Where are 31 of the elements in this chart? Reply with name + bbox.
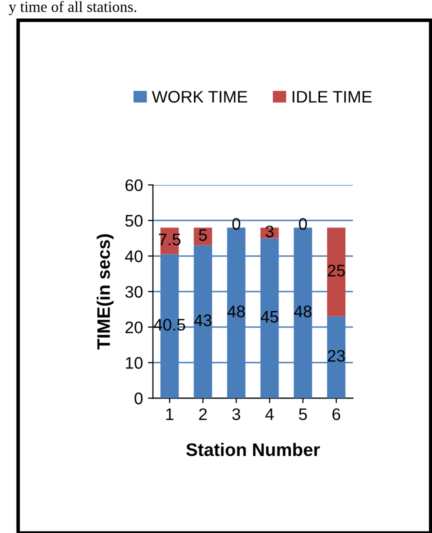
legend-label: IDLE TIME: [292, 91, 372, 103]
data-label: 0: [298, 218, 307, 230]
data-label: 23: [328, 350, 345, 362]
data-label: 3: [266, 226, 274, 238]
data-label: 0: [232, 218, 240, 230]
x-tick-label: 2: [199, 408, 207, 420]
x-tick-label: 5: [298, 408, 307, 420]
y-tick-label: 20: [126, 321, 143, 334]
y-tick-label: 0: [134, 392, 143, 404]
y-tick-label: 10: [126, 357, 143, 369]
legend-label: WORK TIME: [152, 90, 248, 103]
y-tick-label: 30: [125, 286, 143, 298]
x-tick-label: 3: [232, 408, 240, 420]
x-axis-title: Station Number: [186, 442, 320, 456]
x-tick-label: 1: [166, 408, 174, 420]
data-label: 5: [198, 229, 207, 241]
x-tick-label: 4: [265, 408, 274, 420]
bar: [260, 228, 279, 238]
x-tick-label: 6: [332, 408, 340, 420]
data-label: 43: [194, 314, 212, 326]
y-tick-label: 40: [125, 250, 143, 262]
text: y time of all stations.: [8, 1, 136, 16]
y-tick-label: 50: [125, 214, 143, 227]
data-label: 48: [227, 306, 245, 318]
y-tick-label: 60: [126, 179, 143, 192]
data-label: 25: [328, 264, 345, 276]
data-label: 45: [260, 311, 278, 323]
data-label: 40.5: [154, 318, 186, 331]
bar: [327, 228, 346, 316]
y-axis-title: TIME(in secs): [96, 234, 114, 350]
data-label: 48: [294, 306, 312, 318]
